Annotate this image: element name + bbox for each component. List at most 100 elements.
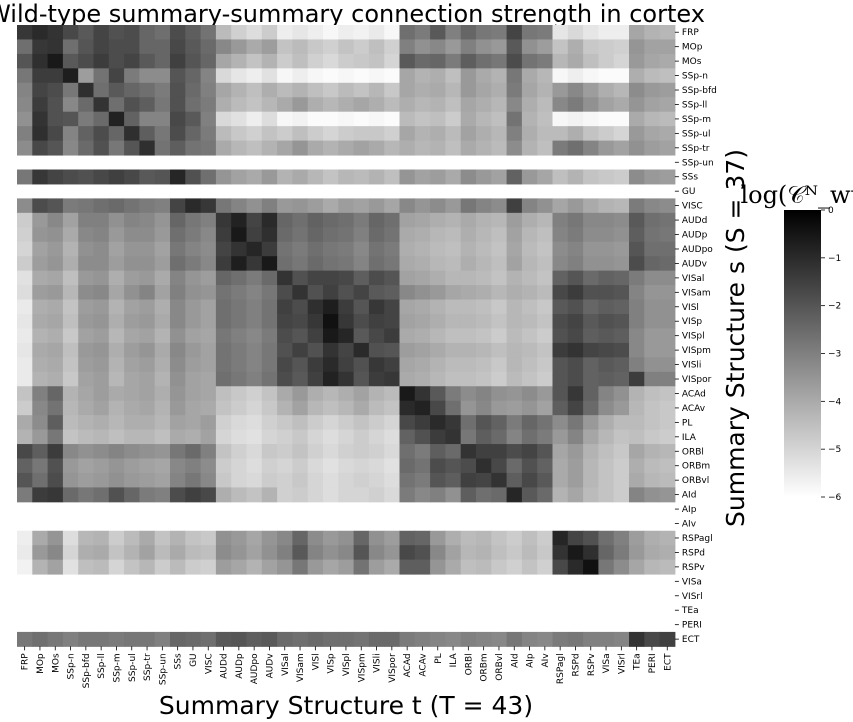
heatmap-cell <box>476 400 492 416</box>
heatmap-cell <box>491 256 508 272</box>
heatmap-cell <box>659 140 676 156</box>
heatmap-cell <box>521 198 538 214</box>
heatmap-cell <box>154 559 171 575</box>
heatmap-cell <box>78 444 94 459</box>
heatmap-cell <box>170 169 186 185</box>
heatmap-cell <box>170 140 186 156</box>
heatmap-cell <box>491 299 508 315</box>
heatmap-cell <box>552 25 569 40</box>
heatmap-cell <box>460 97 477 113</box>
heatmap-cell <box>644 371 661 387</box>
heatmap-cell <box>124 270 140 286</box>
heatmap-cell <box>292 444 309 459</box>
x-tick-label: SSp-un <box>158 653 168 685</box>
heatmap-cell <box>78 472 94 488</box>
heatmap-cell <box>154 545 171 561</box>
heatmap-cell <box>78 342 94 358</box>
heatmap-cell <box>659 400 676 416</box>
y-tick-label: SSp-n <box>682 72 708 82</box>
heatmap-cell <box>17 285 33 301</box>
heatmap-cell <box>338 111 355 127</box>
heatmap-cell <box>215 227 232 243</box>
heatmap-cell <box>292 169 309 185</box>
heatmap-cell <box>353 444 370 459</box>
heatmap-cell <box>338 270 355 286</box>
heatmap-cell <box>537 82 553 98</box>
heatmap-cell <box>47 111 64 127</box>
heatmap-cell <box>215 458 232 474</box>
x-tick-label: FRP <box>21 653 31 670</box>
heatmap-cell <box>537 371 553 387</box>
heatmap-cell <box>108 212 125 228</box>
heatmap-cell <box>414 198 431 214</box>
heatmap-cell <box>277 328 293 344</box>
heatmap-cell <box>185 357 202 373</box>
heatmap-cell <box>552 299 569 315</box>
heatmap-cell <box>154 198 171 214</box>
heatmap-cell <box>506 400 523 416</box>
heatmap-cell <box>246 530 263 546</box>
heatmap-cell <box>629 415 645 431</box>
heatmap-cell <box>124 140 140 156</box>
heatmap-cell <box>200 299 217 315</box>
heatmap-cell <box>414 487 431 503</box>
heatmap-cell <box>460 82 477 98</box>
heatmap-cell <box>659 256 676 272</box>
heatmap-cell <box>399 472 416 488</box>
heatmap-cell <box>200 386 217 402</box>
heatmap-cell <box>154 386 171 402</box>
heatmap-cell <box>185 530 202 546</box>
heatmap-cell <box>231 140 247 156</box>
heatmap-cell <box>537 198 553 214</box>
heatmap-cell <box>414 111 431 127</box>
heatmap-cell <box>200 25 217 40</box>
heatmap-cell <box>659 386 676 402</box>
heatmap-cell <box>521 126 538 142</box>
heatmap-cell <box>460 299 477 315</box>
heatmap-cell <box>445 371 462 387</box>
heatmap-cell <box>170 386 186 402</box>
heatmap-cell <box>491 111 508 127</box>
heatmap-cell <box>93 314 110 329</box>
heatmap-cell <box>521 111 538 127</box>
heatmap-cell <box>598 111 615 127</box>
heatmap-cell <box>384 444 400 459</box>
heatmap-cell <box>47 97 64 113</box>
heatmap-cell <box>521 472 538 488</box>
heatmap-cell <box>277 429 293 445</box>
heatmap-cell <box>644 285 661 301</box>
heatmap-cell <box>277 386 293 402</box>
heatmap-cell <box>231 198 247 214</box>
heatmap-cell <box>47 415 64 431</box>
heatmap-cell <box>368 212 385 228</box>
x-tick-label: VISC <box>204 653 214 674</box>
heatmap-cell <box>277 299 293 315</box>
heatmap-cell <box>124 285 140 301</box>
heatmap-cell <box>338 328 355 344</box>
heatmap-cell <box>552 140 569 156</box>
heatmap-cell <box>521 487 538 503</box>
heatmap-cell <box>154 227 171 243</box>
heatmap-cell <box>430 559 446 575</box>
heatmap-cell <box>476 39 492 55</box>
heatmap-cell <box>231 545 247 561</box>
heatmap-cell <box>476 241 492 257</box>
heatmap-cell <box>552 371 569 387</box>
heatmap-cell <box>292 631 309 647</box>
heatmap-cell <box>598 270 615 286</box>
heatmap-cell <box>231 25 247 40</box>
heatmap-cell <box>537 39 553 55</box>
heatmap-cell <box>215 126 232 142</box>
heatmap-cell <box>124 25 140 40</box>
heatmap-cell <box>521 314 538 329</box>
heatmap-cell <box>231 631 247 647</box>
heatmap-cell <box>537 472 553 488</box>
heatmap-cell <box>307 198 324 214</box>
heatmap-cell <box>659 530 676 546</box>
heatmap-cell <box>629 256 645 272</box>
heatmap-cell <box>476 342 492 358</box>
heatmap-cell <box>277 39 293 55</box>
heatmap-cell <box>78 328 94 344</box>
heatmap-cell <box>246 53 263 69</box>
heatmap-cell <box>277 458 293 474</box>
